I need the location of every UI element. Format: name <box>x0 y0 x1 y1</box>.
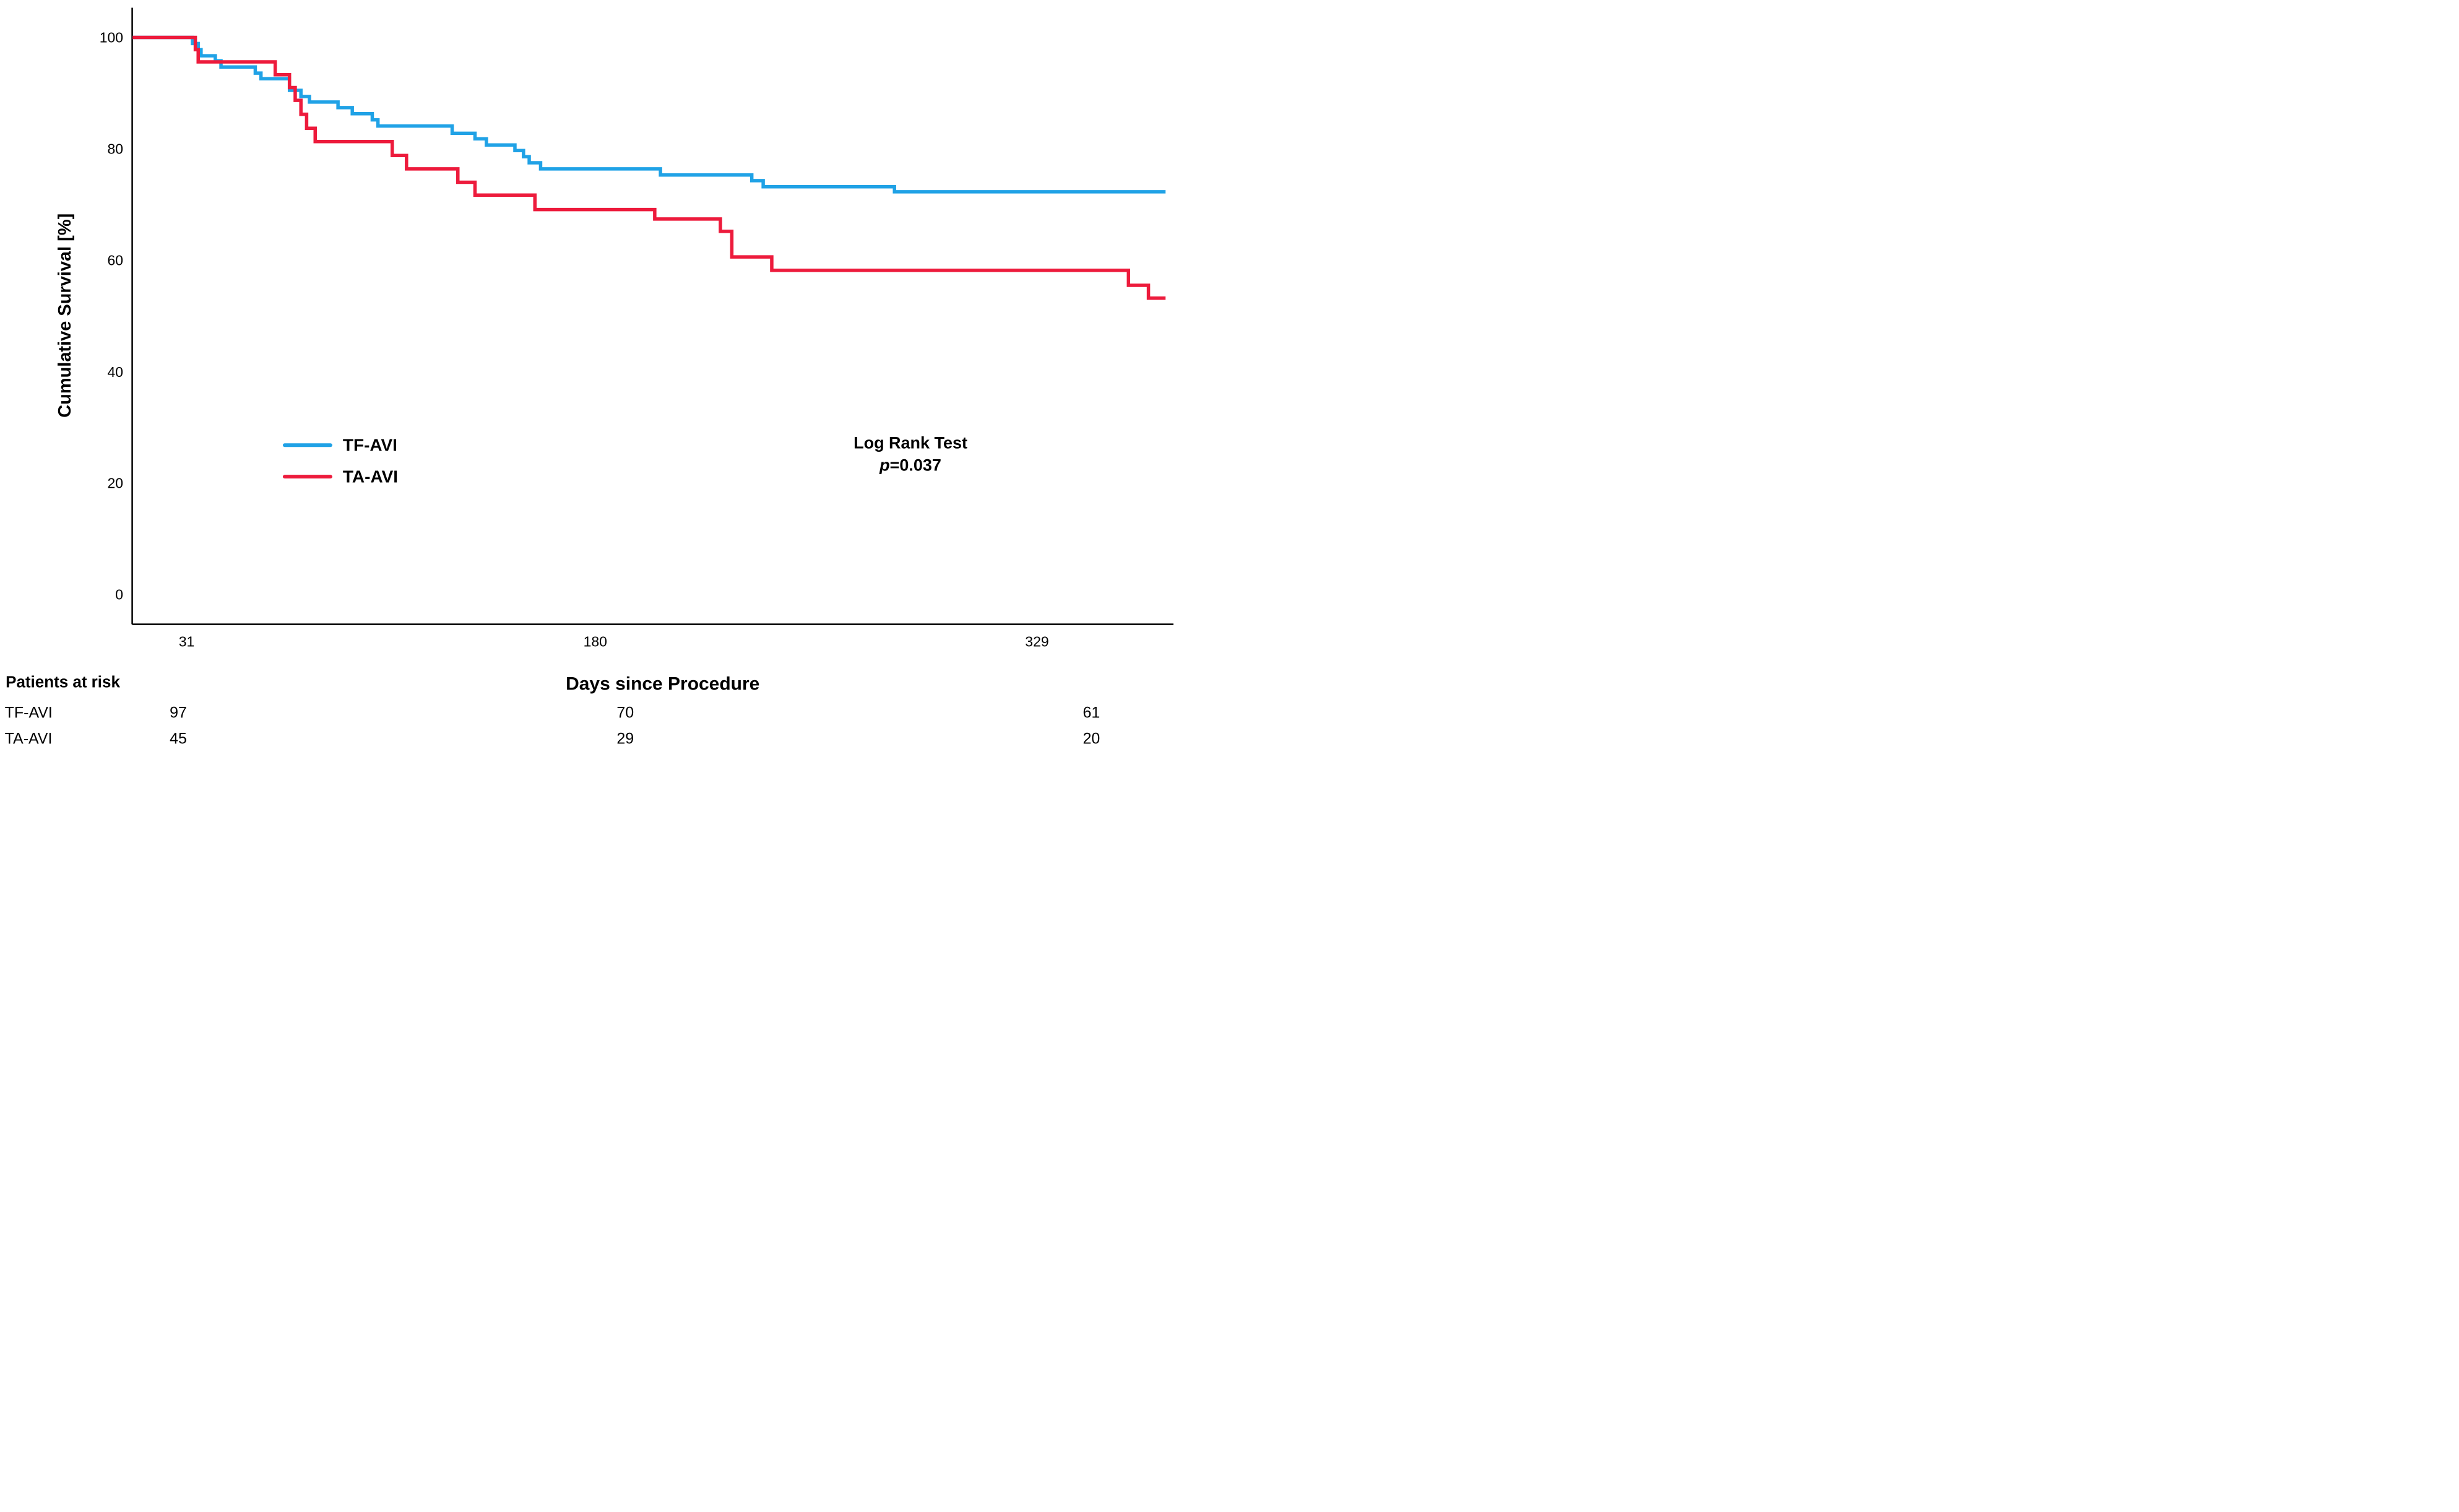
survival-curve-tf-avi <box>132 35 1166 194</box>
risk-table-title: Patients at risk <box>6 673 120 691</box>
risk-count-ta-avi-329: 20 <box>1083 730 1100 748</box>
logrank-title: Log Rank Test <box>854 434 967 452</box>
x-tick-label-180: 180 <box>584 634 607 650</box>
risk-count-tf-avi-329: 61 <box>1083 704 1100 722</box>
x-axis-title: Days since Procedure <box>566 674 759 694</box>
km-survival-figure: 100 80 60 40 20 0 31 180 329 Cumulative … <box>0 0 1229 756</box>
legend: TF-AVI TA-AVI <box>282 436 398 486</box>
risk-count-ta-avi-180: 29 <box>616 730 634 748</box>
y-tick-label-80: 80 <box>107 140 123 157</box>
risk-row-label-tf-avi: TF-AVI <box>5 704 53 722</box>
legend-tf-avi-label: TF-AVI <box>343 436 397 455</box>
x-tick-label-31: 31 <box>179 634 195 650</box>
y-axis-title: Cumulative Survival [%] <box>55 214 75 418</box>
y-tick-label-20: 20 <box>107 475 123 491</box>
legend-ta-avi-label: TA-AVI <box>343 467 398 486</box>
km-chart-svg: 100 80 60 40 20 0 31 180 329 Cumulative … <box>5 7 1173 748</box>
logrank-annotation: Log Rank Test p=0.037 <box>854 434 967 475</box>
risk-row-label-ta-avi: TA-AVI <box>5 730 53 748</box>
risk-count-ta-avi-31: 45 <box>170 730 187 748</box>
y-tick-label-60: 60 <box>107 252 123 268</box>
y-tick-label-40: 40 <box>107 364 123 380</box>
logrank-p-value: p=0.037 <box>879 456 941 475</box>
risk-count-tf-avi-31: 97 <box>170 704 187 722</box>
logrank-p-rest: =0.037 <box>890 456 941 475</box>
y-tick-label-0: 0 <box>115 587 123 603</box>
survival-curve-ta-avi <box>132 35 1166 300</box>
survival-curves-group <box>132 35 1166 300</box>
y-tick-label-100: 100 <box>100 29 123 45</box>
risk-count-tf-avi-180: 70 <box>616 704 634 722</box>
risk-row-ta-avi: TA-AVI 45 29 20 <box>5 730 1100 748</box>
risk-row-tf-avi: TF-AVI 97 70 61 <box>5 704 1100 722</box>
logrank-p-symbol: p <box>879 456 889 475</box>
patients-at-risk-table: Patients at risk TF-AVI 97 70 61 TA-AVI … <box>5 673 1100 748</box>
x-tick-label-329: 329 <box>1025 634 1048 650</box>
